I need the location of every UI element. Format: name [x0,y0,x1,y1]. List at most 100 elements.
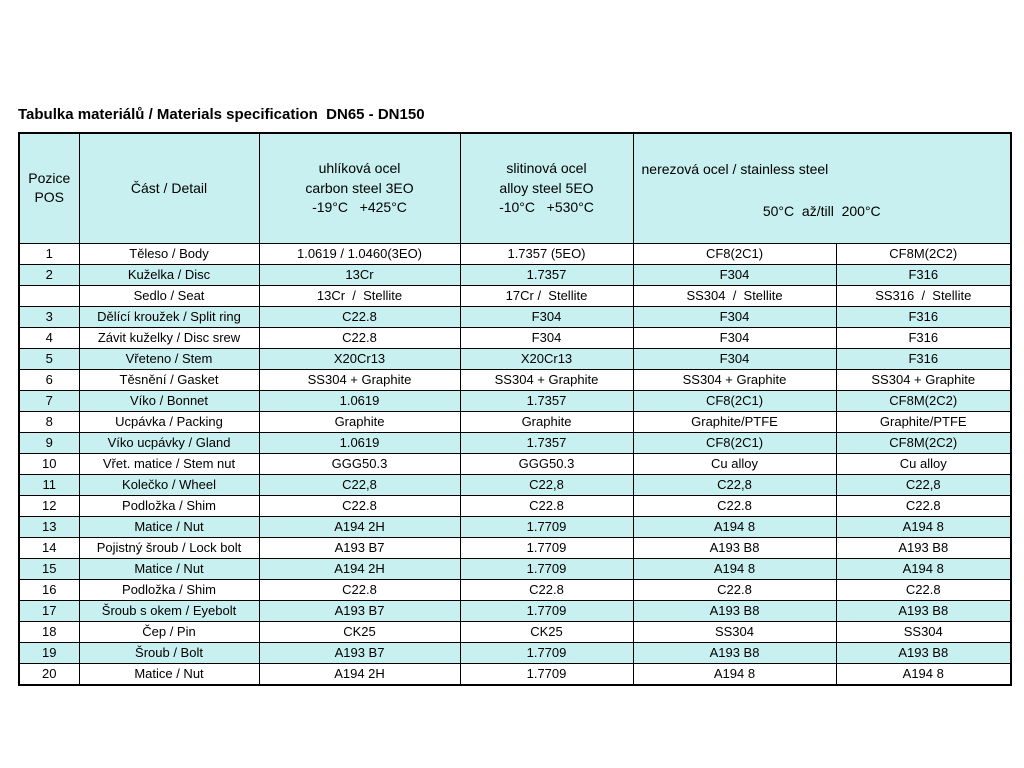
material-cell-stainless-2: A194 8 [835,515,1012,538]
header-part-detail: Část / Detail [78,132,260,244]
pos-cell: 2 [18,263,80,286]
material-cell-alloy: 1.7709 [459,599,634,622]
material-cell-stainless-2: A193 B8 [835,641,1012,664]
part-cell: Sedlo / Seat [78,284,260,307]
material-cell-carbon: A193 B7 [258,536,461,559]
part-cell: Podložka / Shim [78,494,260,517]
part-cell: Šroub s okem / Eyebolt [78,599,260,622]
material-cell-alloy: 1.7357 [459,389,634,412]
material-cell-carbon: A193 B7 [258,641,461,664]
material-cell-stainless-2: CF8M(2C2) [835,389,1012,412]
material-cell-stainless-1: SS304 + Graphite [632,368,837,391]
page-title: Tabulka materiálů / Materials specificat… [18,106,425,123]
table-row: 6 Těsnění / Gasket SS304 + Graphite SS304 +… [18,368,1012,391]
material-cell-alloy: 1.7357 (5EO) [459,242,634,265]
part-cell: Matice / Nut [78,662,260,686]
material-cell-stainless-2: C22.8 [835,494,1012,517]
table-row: 5 Vřeteno / Stem X20Cr13 X20Cr13 F304 F316 [18,347,1012,370]
material-cell-carbon: C22.8 [258,578,461,601]
part-cell: Závit kuželky / Disc srew [78,326,260,349]
table-row: 11 Kolečko / Wheel C22,8 C22,8 C22,8 C22,8 [18,473,1012,496]
part-cell: Ucpávka / Packing [78,410,260,433]
material-cell-stainless-1: C22.8 [632,578,837,601]
material-cell-alloy: Graphite [459,410,634,433]
material-cell-stainless-1: CF8(2C1) [632,389,837,412]
material-cell-alloy: X20Cr13 [459,347,634,370]
material-cell-carbon: A194 2H [258,557,461,580]
material-cell-stainless-2: Graphite/PTFE [835,410,1012,433]
header-row: Pozice POS Část / Detail uhlíková ocel c… [18,132,1012,244]
material-cell-alloy: C22,8 [459,473,634,496]
material-cell-alloy: F304 [459,326,634,349]
part-cell: Těleso / Body [78,242,260,265]
pos-cell: 6 [18,368,80,391]
table-row: 8 Ucpávka / Packing Graphite Graphite Graphi… [18,410,1012,433]
material-cell-alloy: 1.7357 [459,431,634,454]
material-cell-carbon: C22.8 [258,326,461,349]
material-cell-alloy: F304 [459,305,634,328]
material-cell-stainless-1: C22,8 [632,473,837,496]
material-cell-carbon: 13Cr / Stellite [258,284,461,307]
table-row: 17 Šroub s okem / Eyebolt A193 B7 1.7709 A19… [18,599,1012,622]
material-cell-carbon: 1.0619 / 1.0460(3EO) [258,242,461,265]
material-cell-stainless-2: Cu alloy [835,452,1012,475]
table-row: 10 Vřet. matice / Stem nut GGG50.3 GGG50.3 C… [18,452,1012,475]
table-row: Sedlo / Seat 13Cr / Stellite 17Cr / Stelli… [18,284,1012,307]
pos-cell: 5 [18,347,80,370]
part-cell: Vřeteno / Stem [78,347,260,370]
part-cell: Pojistný šroub / Lock bolt [78,536,260,559]
material-cell-stainless-1: C22.8 [632,494,837,517]
material-cell-stainless-2: F316 [835,347,1012,370]
material-cell-stainless-1: F304 [632,263,837,286]
pos-cell: 9 [18,431,80,454]
material-cell-stainless-2: C22,8 [835,473,1012,496]
material-cell-alloy: 1.7709 [459,662,634,686]
part-cell: Matice / Nut [78,557,260,580]
table-row: 7 Víko / Bonnet 1.0619 1.7357 CF8(2C1) CF8M(2… [18,389,1012,412]
table-row: 18 Čep / Pin CK25 CK25 SS304 SS304 [18,620,1012,643]
pos-cell: 18 [18,620,80,643]
material-cell-stainless-2: F316 [835,326,1012,349]
table-row: 13 Matice / Nut A194 2H 1.7709 A194 8 A194 8 [18,515,1012,538]
material-cell-stainless-2: F316 [835,263,1012,286]
material-cell-stainless-2: SS316 / Stellite [835,284,1012,307]
table-body: 1 Těleso / Body 1.0619 / 1.0460(3EO) 1.7357… [18,242,1012,686]
part-cell: Šroub / Bolt [78,641,260,664]
material-cell-stainless-2: CF8M(2C2) [835,431,1012,454]
table-row: 15 Matice / Nut A194 2H 1.7709 A194 8 A194 8 [18,557,1012,580]
material-cell-alloy: 1.7709 [459,515,634,538]
material-cell-carbon: Graphite [258,410,461,433]
material-cell-stainless-1: SS304 / Stellite [632,284,837,307]
header-carbon-steel: uhlíková ocel carbon steel 3EO -19°C +42… [258,132,461,244]
part-cell: Čep / Pin [78,620,260,643]
pos-cell: 12 [18,494,80,517]
table-row: 12 Podložka / Shim C22.8 C22.8 C22.8 C22.8 [18,494,1012,517]
material-cell-carbon: SS304 + Graphite [258,368,461,391]
part-cell: Víko / Bonnet [78,389,260,412]
material-cell-carbon: GGG50.3 [258,452,461,475]
part-cell: Vřet. matice / Stem nut [78,452,260,475]
pos-cell: 7 [18,389,80,412]
material-cell-stainless-1: F304 [632,326,837,349]
table-row: 1 Těleso / Body 1.0619 / 1.0460(3EO) 1.7357… [18,242,1012,265]
material-cell-stainless-1: A193 B8 [632,641,837,664]
part-cell: Víko ucpávky / Gland [78,431,260,454]
table-row: 4 Závit kuželky / Disc srew C22.8 F304 F304 F… [18,326,1012,349]
material-cell-alloy: C22.8 [459,578,634,601]
material-cell-carbon: A193 B7 [258,599,461,622]
pos-cell: 14 [18,536,80,559]
table-row: 9 Víko ucpávky / Gland 1.0619 1.7357 CF8(2C1… [18,431,1012,454]
material-cell-stainless-1: Cu alloy [632,452,837,475]
material-cell-alloy: 17Cr / Stellite [459,284,634,307]
material-cell-carbon: CK25 [258,620,461,643]
material-cell-stainless-1: Graphite/PTFE [632,410,837,433]
pos-cell: 1 [18,242,80,265]
part-cell: Těsnění / Gasket [78,368,260,391]
material-cell-stainless-1: A194 8 [632,557,837,580]
material-cell-stainless-2: SS304 + Graphite [835,368,1012,391]
material-cell-stainless-1: F304 [632,305,837,328]
material-cell-stainless-1: A193 B8 [632,536,837,559]
material-cell-stainless-2: C22.8 [835,578,1012,601]
part-cell: Kuželka / Disc [78,263,260,286]
